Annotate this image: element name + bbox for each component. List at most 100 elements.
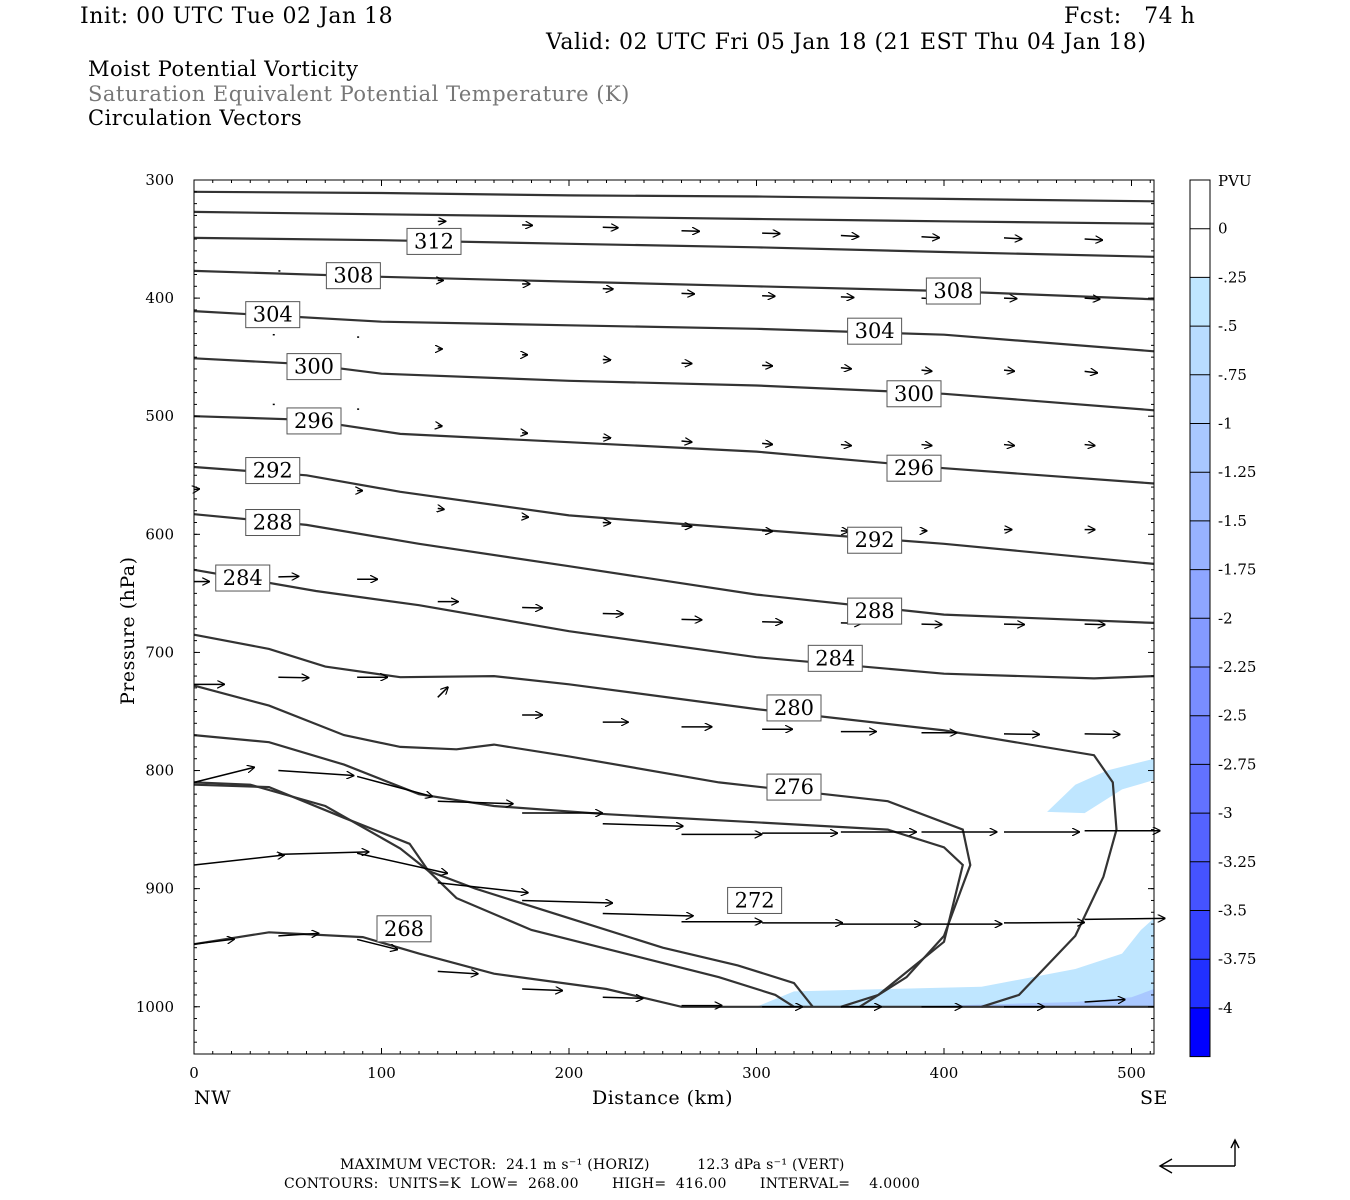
- circulation-vector: [437, 801, 513, 804]
- contour-label-frame: [886, 380, 942, 408]
- circulation-vector: [1003, 624, 1024, 625]
- circulation-vector: [762, 622, 782, 623]
- circulation-vector: [522, 900, 612, 903]
- thetae-contour-292: [193, 465, 1155, 565]
- contour-label-frame: [286, 353, 342, 381]
- x-tick-label: 0: [189, 1064, 199, 1082]
- y-tick-label: 800: [145, 762, 174, 780]
- x-tick-label: 400: [930, 1064, 959, 1082]
- maximum-vector-note: MAXIMUM VECTOR: 24.1 m s⁻¹ (HORIZ) 12.3 …: [340, 1157, 845, 1173]
- thetae-contour-272: [193, 781, 814, 1008]
- colorbar-tick-label: -3.75: [1218, 950, 1256, 968]
- circulation-vector: [278, 576, 298, 577]
- contour-label-box: 304: [245, 301, 301, 329]
- y-tick-label: 500: [145, 407, 174, 425]
- circulation-vector: [681, 231, 700, 232]
- circulation-vector: [1003, 298, 1017, 299]
- contour-label-box: 292: [245, 457, 301, 485]
- circulation-vector: [278, 933, 318, 936]
- contour-label: 272: [735, 888, 775, 912]
- contour-label-box: 292: [847, 526, 903, 554]
- circulation-vector: [1084, 239, 1103, 240]
- contour-label-frame: [727, 886, 783, 914]
- contour-label-box: 308: [925, 277, 981, 305]
- circulation-vector: [522, 225, 532, 226]
- field-title-vectors: Circulation Vectors: [88, 106, 303, 130]
- contour-label: 304: [253, 303, 293, 327]
- circulation-vector: [1084, 734, 1120, 735]
- circulation-vector: [437, 971, 478, 974]
- thetae-contour-280: [193, 633, 1118, 1008]
- colorbar-tick-label: -4: [1218, 999, 1233, 1017]
- contour-label-frame: [925, 277, 981, 305]
- circulation-vector: [681, 293, 695, 294]
- circulation-vector: [921, 370, 932, 371]
- circulation-vector: [193, 855, 284, 866]
- thetae-contour-284: [193, 568, 1155, 680]
- contour-label-box: 284: [215, 564, 271, 592]
- pv-shade-region: [1047, 758, 1154, 814]
- circulation-vector: [602, 913, 693, 916]
- circulation-vector: [840, 236, 859, 237]
- circulation-vector: [1003, 445, 1014, 446]
- colorbar-tick-label: -1: [1218, 415, 1233, 433]
- circulation-vector: [1003, 922, 1084, 923]
- circulation-vector: [522, 517, 528, 518]
- colorbar-tick-label: -2.75: [1218, 755, 1256, 773]
- circulation-vector: [681, 363, 692, 364]
- colorbar-swatch: [1190, 715, 1210, 765]
- pv-colorbar: PVU 0 -.25 -.5 -.75 -1 -1.25 -1.5 -1.75 -2 -2.25 -2…: [1189, 172, 1256, 1058]
- contour-info-note: CONTOURS: UNITS=K LOW= 268.00 HIGH= 416.…: [284, 1176, 921, 1192]
- x-tick-label: 200: [555, 1064, 584, 1082]
- colorbar-title: PVU: [1218, 172, 1252, 190]
- colorbar-swatch: [1190, 228, 1210, 278]
- x-tick-label: 300: [742, 1064, 771, 1082]
- contour-label: 280: [774, 696, 814, 720]
- contour-label: 284: [223, 566, 263, 590]
- colorbar-tick-label: -3.5: [1218, 902, 1247, 920]
- contour-label: 300: [294, 355, 334, 379]
- field-title-thetae: Saturation Equivalent Potential Temperat…: [88, 82, 630, 106]
- circulation-vector: [681, 441, 692, 442]
- x-axis-label: Distance (km): [592, 1087, 733, 1109]
- colorbar-tick-label: 0: [1218, 220, 1228, 238]
- circulation-vector: [602, 437, 611, 438]
- x-right-endpoint-label: SE: [1140, 1087, 1168, 1109]
- circulation-vector: [602, 523, 611, 524]
- circulation-vector: [522, 989, 562, 991]
- circulation-vector: [522, 608, 542, 609]
- circulation-vector: [1003, 370, 1014, 371]
- contour-label: 288: [253, 511, 293, 535]
- circulation-vector: [193, 767, 254, 784]
- circulation-vector: [1084, 918, 1165, 919]
- colorbar-swatch: [1190, 277, 1210, 327]
- contour-label: 308: [333, 264, 373, 288]
- contour-label: 296: [294, 409, 334, 433]
- contour-label-box: 276: [766, 773, 822, 801]
- colorbar-tick-label: -2: [1218, 609, 1233, 627]
- circulation-vector: [840, 445, 851, 446]
- circulation-vector: [602, 997, 643, 998]
- colorbar-swatch: [1190, 374, 1210, 424]
- y-tick-label: 1000: [136, 998, 174, 1016]
- contour-label-frame: [215, 564, 271, 592]
- circulation-vector: [356, 775, 432, 796]
- colorbar-swatch: [1190, 861, 1210, 911]
- circulation-vector: [1003, 238, 1022, 239]
- circulation-vector: [921, 237, 940, 238]
- circulation-vector: [522, 433, 527, 434]
- circulation-vector: [681, 526, 692, 527]
- contour-label-box: 288: [245, 509, 301, 537]
- colorbar-swatch: [1190, 569, 1210, 619]
- colorbar-swatch: [1190, 180, 1210, 229]
- circulation-vector: [840, 368, 851, 369]
- colorbar-tick-label: -.5: [1218, 317, 1237, 335]
- colorbar-swatch: [1190, 910, 1210, 960]
- thetae-contour-unlabeled: [193, 783, 795, 1008]
- thetae-contour-312: [193, 190, 1155, 203]
- circulation-vector: [602, 289, 613, 290]
- contour-label-box: 308: [325, 262, 381, 290]
- colorbar-swatch: [1190, 423, 1210, 473]
- contour-label-frame: [325, 262, 381, 290]
- circulation-vector: [921, 445, 932, 446]
